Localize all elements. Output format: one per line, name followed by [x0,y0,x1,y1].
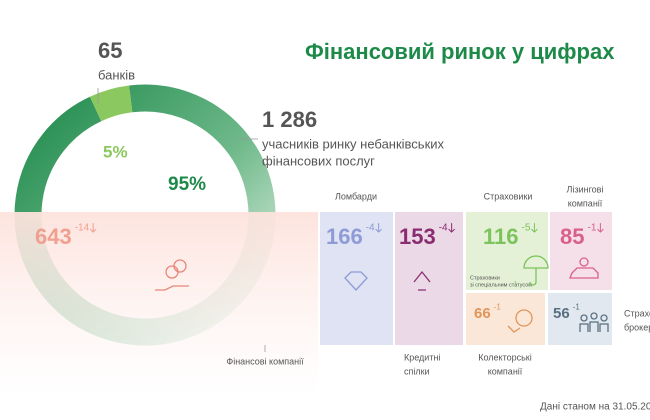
segment-name: Колекторські [478,352,532,362]
segment-name: Лізингові [567,184,604,194]
banks-label: банків [98,67,135,82]
segment-name: Страхові [624,308,650,318]
nonbank-share: 95% [168,174,206,195]
down-arrow [89,223,97,233]
icons [155,255,609,333]
banks-count: 65 [98,38,122,63]
segment-name: Кредитні [404,352,440,362]
banks-arc [89,85,133,122]
segment-count: 166 [326,224,363,249]
special-label: зі спеціальним статусом [470,282,532,288]
nonbank-label: учасників ринку небанківських [262,136,445,151]
special-label: Страховики [470,275,500,281]
segment-count: 56 [553,305,570,322]
segment-name: компанії [568,198,603,208]
segment-change: -1 [494,302,502,311]
segment-name: спілки [404,366,430,376]
down-arrow [448,223,455,233]
segment-tile [0,212,318,395]
segment-count: 66 [474,305,491,322]
nonbank-label: фінансових послуг [262,153,375,168]
segment-name: Фінансові компанії [226,356,304,366]
segment-count: 85 [560,224,584,249]
segment-change: -1 [573,302,581,311]
nonbank-count: 1 286 [262,107,317,132]
special-count: 1 [514,282,518,288]
footnote: Дані станом на 31.05.202 [540,402,650,413]
down-arrow [531,223,538,233]
segment-name: компанії [488,366,523,376]
segment-tile [550,212,612,290]
segment-name: Ломбарди [335,191,377,201]
segment-change: -4 [366,223,375,234]
down-arrow [597,223,604,233]
segment-count: 643 [35,224,72,249]
down-arrow [375,223,382,233]
segment-change: -4 [439,223,448,234]
segment-change: -1 [587,223,596,234]
segment-count: 116 [483,224,519,249]
segment-count: 153 [399,224,436,249]
banks-share: 5% [103,142,128,161]
segment-name: брокери [624,322,650,332]
title: Фінансовий ринок у цифрах [305,39,615,64]
segment-tile [320,212,393,345]
segment-name: Страховики [484,191,533,201]
segment-tile [395,212,463,345]
segment-change: -5 [522,223,531,234]
segment-change: -14 [75,223,90,234]
